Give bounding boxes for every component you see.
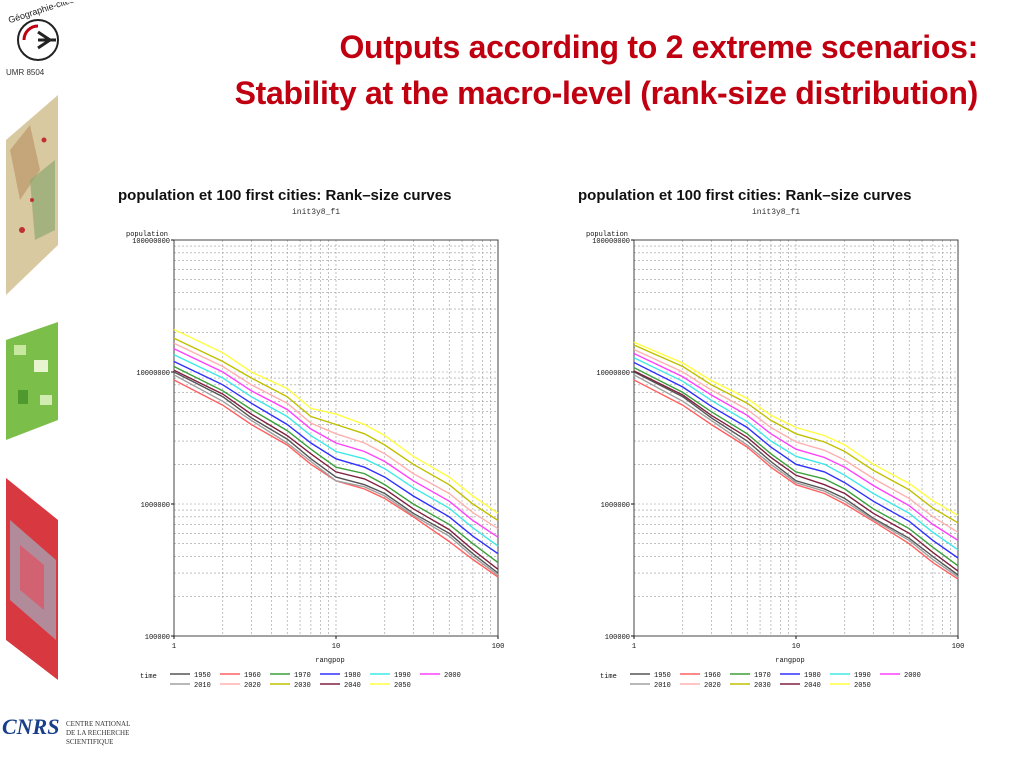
cnrs-text-line: CENTRE NATIONAL [66,720,131,728]
series-line-2010 [633,374,959,578]
series-line-1990 [633,357,959,551]
series-line-2010 [173,374,499,576]
logo-lettering: Géographie-cités [7,2,74,25]
legend-label: 1950 [654,672,671,680]
legend-label: 1980 [344,672,361,680]
slide-title-line-2: Stability at the macro-level (rank-size … [234,75,979,111]
map-thumbnail [6,95,58,295]
legend-label: 2050 [854,682,871,690]
series-line-2000 [633,352,959,541]
legend-label: 2020 [704,682,721,690]
rank-size-chart-right: population et 100 first cities: Rank–siz… [574,180,966,690]
series-line-1960 [173,379,499,578]
series-line-1960 [633,379,959,580]
y-tick-label: 100000000 [132,238,170,246]
aerial-green-thumbnail [6,322,58,440]
series-lines [173,328,499,578]
series-line-2020 [633,348,959,533]
chart-svg: population et 100 first cities: Rank–siz… [118,187,505,690]
series-line-2050 [173,328,499,514]
legend-label: 1970 [294,672,311,680]
legend-label: 2030 [294,682,311,690]
chart-title: population et 100 first cities: Rank–siz… [118,187,451,204]
legend: time 1950 1960 1970 1980 1990 2000 2010 2020 2030… [140,672,461,690]
cnrs-text-line: SCIENTIFIQUE [66,738,114,746]
chart-title: population et 100 first cities: Rank–siz… [578,187,911,204]
legend-label: 2020 [244,682,261,690]
y-axis-label: population [126,231,168,239]
legend-title: time [600,673,617,681]
y-tick-label: 1000000 [601,502,630,510]
y-axis-label: population [586,231,628,239]
series-line-2020 [173,342,499,530]
legend-label: 2000 [904,672,921,680]
x-tick-label: 1 [632,643,636,651]
legend-label: 2030 [754,682,771,690]
y-tick-label: 10000000 [596,370,630,378]
series-line-2030 [633,344,959,524]
geographie-cites-logo: Géographie-cités [2,0,76,82]
chart-svg: population et 100 first cities: Rank–siz… [578,187,965,690]
y-tick-label: 100000 [605,634,630,642]
chart-subtitle: init3y8_f1 [752,208,800,217]
grid [633,240,958,637]
x-axis-label: rangpop [775,657,804,665]
y-tick-label: 100000000 [592,238,630,246]
legend-label: 1960 [704,672,721,680]
legend-title: time [140,673,157,681]
side-thumbnails [6,95,58,680]
grid [173,240,498,637]
series-line-1990 [173,354,499,547]
legend-label: 2000 [444,672,461,680]
y-tick-label: 100000 [145,634,170,642]
series-line-1950 [633,371,959,576]
x-tick-label: 1 [172,643,176,651]
series-line-2050 [633,341,959,517]
legend-label: 1950 [194,672,211,680]
rank-size-chart-left: population et 100 first cities: Rank–siz… [114,180,506,690]
series-line-2030 [173,337,499,522]
cnrs-text-line: DE LA RECHERCHE [66,729,130,737]
legend-label: 2010 [654,682,671,690]
legend-label: 2050 [394,682,411,690]
legend-label: 1970 [754,672,771,680]
legend-label: 2040 [804,682,821,690]
x-tick-label: 100 [492,643,505,651]
cnrs-mark: CNRS [2,714,59,739]
cnrs-emblem: CNRS [2,714,59,739]
series-line-1980 [173,360,499,555]
series-lines [633,341,959,580]
series-line-1970 [633,366,959,567]
x-tick-label: 10 [332,643,340,651]
legend-label: 1980 [804,672,821,680]
series-line-2040 [173,369,499,570]
x-tick-label: 10 [792,643,800,651]
series-line-1980 [633,361,959,559]
series-line-1970 [173,365,499,564]
y-tick-label: 1000000 [141,502,170,510]
series-line-1950 [173,371,499,574]
umr-label: UMR 8504 [6,68,45,77]
legend-label: 1960 [244,672,261,680]
cnrs-logo: CNRS [0,700,140,760]
slide-title-line-1: Outputs according to 2 extreme scenarios… [339,29,978,65]
legend: time 1950 1960 1970 1980 1990 2000 2010 2020 2030… [600,672,921,690]
legend-label: 2010 [194,682,211,690]
aerial-red-thumbnail [6,478,58,680]
slide-title: Outputs according to 2 extreme scenarios… [234,24,979,116]
series-line-2000 [173,348,499,538]
x-axis-label: rangpop [315,657,344,665]
chart-subtitle: init3y8_f1 [292,208,340,217]
cnrs-full-name: CENTRE NATIONAL DE LA RECHERCHE SCIENTIF… [66,720,146,747]
legend-label: 1990 [854,672,871,680]
x-tick-label: 100 [952,643,965,651]
legend-label: 2040 [344,682,361,690]
geographie-cites-emblem: Géographie-cités [7,0,76,61]
y-tick-label: 10000000 [136,370,170,378]
legend-label: 1990 [394,672,411,680]
series-line-2040 [633,370,959,572]
side-image-strip [0,0,62,768]
